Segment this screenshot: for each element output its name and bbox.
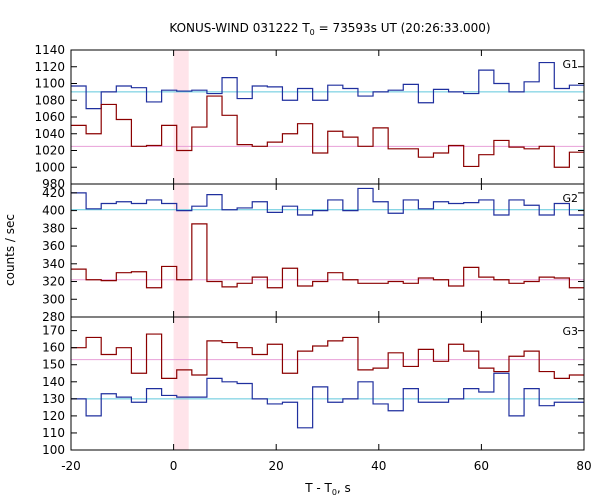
y-tick-label: 1100 (34, 77, 65, 91)
panel-label-g3: G3 (562, 325, 578, 338)
y-tick-label: 1020 (34, 144, 65, 158)
y-tick-label: 140 (42, 375, 65, 389)
y-axis-label: counts / sec (3, 214, 17, 286)
panel-label-g1: G1 (562, 58, 578, 71)
y-tick-label: 980 (42, 177, 65, 191)
x-tick-label: 60 (474, 459, 489, 473)
x-tick-label: 40 (371, 459, 386, 473)
y-tick-label: 150 (42, 358, 65, 372)
x-axis-label: T - T0, s (304, 481, 351, 497)
y-tick-label: 1060 (34, 110, 65, 124)
panel-label-g2: G2 (562, 192, 578, 205)
y-tick-label: 420 (42, 186, 65, 200)
y-tick-label: 380 (42, 221, 65, 235)
series-g1-blue (71, 61, 584, 110)
highlight-layer (173, 50, 189, 450)
series-g3-blue (71, 372, 584, 429)
y-tick-label: 360 (42, 239, 65, 253)
panel-frame-g3 (70, 316, 585, 451)
y-tick-label: 100 (42, 443, 65, 457)
series-g1-red (71, 95, 584, 168)
highlight-band (173, 50, 189, 450)
x-tick-label: 0 (170, 459, 178, 473)
series-g2-blue (71, 187, 584, 216)
panel-frame-g1 (70, 49, 585, 185)
x-tick-label: 20 (269, 459, 284, 473)
y-tick-label: 340 (42, 257, 65, 271)
series-layer (71, 61, 584, 429)
y-tick-label: 1080 (34, 93, 65, 107)
axes-layer: 98010001020104010601080110011201140G1280… (34, 43, 591, 473)
y-tick-label: 160 (42, 341, 65, 355)
y-tick-label: 170 (42, 324, 65, 338)
y-tick-label: 320 (42, 275, 65, 289)
chart-title: KONUS-WIND 031222 T0 = 73593s UT (20:26:… (169, 21, 490, 37)
y-tick-label: 1000 (34, 160, 65, 174)
y-tick-label: 400 (42, 204, 65, 218)
y-tick-label: 130 (42, 392, 65, 406)
y-tick-label: 1140 (34, 43, 65, 57)
y-tick-label: 1040 (34, 127, 65, 141)
y-tick-label: 1120 (34, 60, 65, 74)
x-tick-label: 80 (576, 459, 591, 473)
y-tick-label: 120 (42, 409, 65, 423)
x-tick-label: -20 (61, 459, 81, 473)
series-g3-red (71, 333, 584, 379)
y-tick-label: 280 (42, 310, 65, 324)
series-g2-red (71, 223, 584, 289)
y-tick-label: 110 (42, 426, 65, 440)
y-tick-label: 300 (42, 292, 65, 306)
